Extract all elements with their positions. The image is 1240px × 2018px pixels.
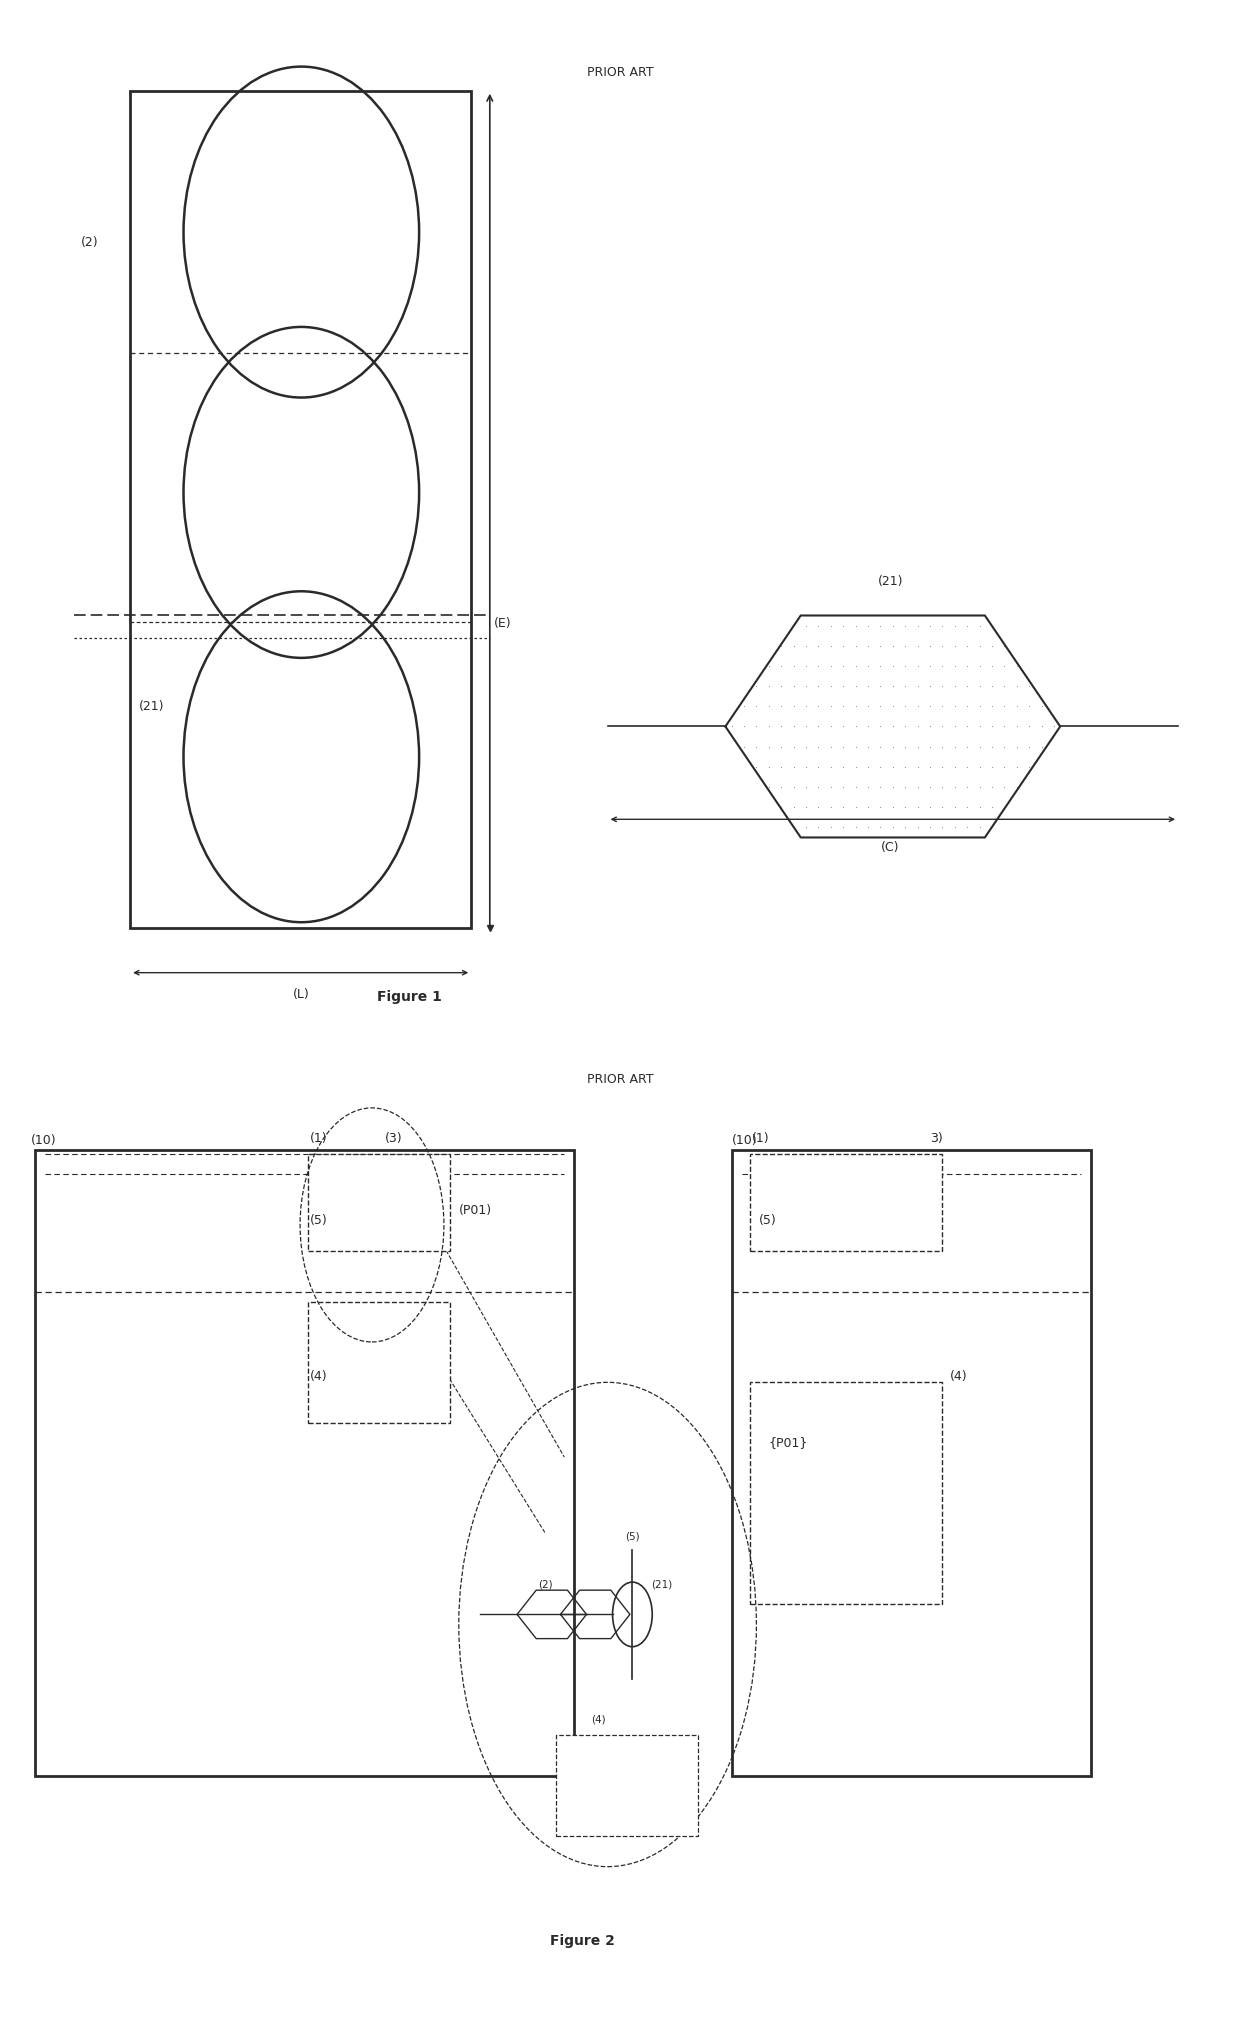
Text: (2): (2)	[81, 236, 98, 248]
Text: (21): (21)	[651, 1580, 672, 1588]
Bar	[130, 91, 471, 928]
Text: Figure 1: Figure 1	[377, 991, 441, 1003]
Text: (C): (C)	[882, 842, 899, 854]
Text: (5): (5)	[310, 1215, 327, 1227]
Text: 3): 3)	[930, 1132, 942, 1144]
Bar	[308, 1302, 450, 1423]
Bar	[35, 1150, 574, 1776]
Text: (2): (2)	[538, 1580, 553, 1588]
Text: (1): (1)	[751, 1132, 769, 1144]
Text: (10): (10)	[31, 1134, 57, 1146]
Text: PRIOR ART: PRIOR ART	[587, 1074, 653, 1086]
Bar	[732, 1150, 1091, 1776]
Bar	[750, 1382, 942, 1604]
Text: (5): (5)	[759, 1215, 776, 1227]
Text: {P01}: {P01}	[769, 1437, 808, 1449]
Bar	[308, 1154, 450, 1251]
Text: (4): (4)	[950, 1370, 967, 1382]
Text: (3): (3)	[384, 1132, 402, 1144]
Bar	[556, 1735, 698, 1836]
Text: PRIOR ART: PRIOR ART	[587, 67, 653, 79]
Text: (5): (5)	[625, 1532, 640, 1542]
Text: (1): (1)	[310, 1132, 327, 1144]
Text: (4): (4)	[591, 1715, 606, 1723]
Text: (21): (21)	[878, 575, 903, 587]
Text: (4): (4)	[310, 1370, 327, 1382]
Text: (P01): (P01)	[459, 1205, 492, 1217]
Bar	[750, 1154, 942, 1251]
Text: (L): (L)	[293, 989, 310, 1001]
Text: (10): (10)	[732, 1134, 758, 1146]
Text: (21): (21)	[139, 700, 165, 712]
Text: Figure 2: Figure 2	[551, 1935, 615, 1947]
Text: (E): (E)	[494, 618, 511, 630]
